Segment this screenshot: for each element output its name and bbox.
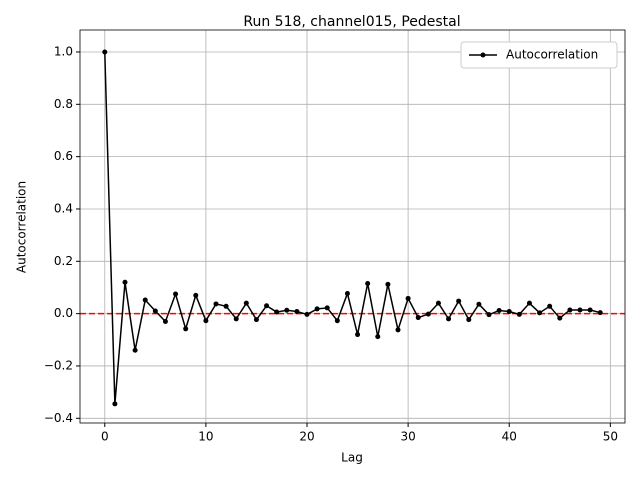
- y-tick-label: 0.4: [54, 201, 73, 215]
- data-point: [516, 311, 522, 317]
- data-point: [557, 315, 563, 321]
- data-point: [193, 292, 199, 298]
- data-point: [365, 281, 371, 287]
- data-point: [385, 281, 391, 287]
- data-point: [506, 309, 512, 315]
- legend-box: [460, 41, 618, 69]
- axes-frame: [79, 29, 626, 424]
- data-point: [142, 297, 148, 303]
- data-point: [274, 309, 280, 315]
- data-point: [375, 334, 381, 340]
- data-point: [415, 315, 421, 321]
- data-point: [223, 303, 229, 309]
- data-point: [466, 317, 472, 323]
- y-tick-label: −0.4: [44, 411, 73, 425]
- data-point: [435, 300, 441, 306]
- x-tick-label: 50: [603, 430, 618, 444]
- data-point: [213, 301, 219, 307]
- data-point: [112, 401, 118, 407]
- x-tick-label: 30: [400, 430, 415, 444]
- data-point: [294, 309, 300, 315]
- data-point: [405, 295, 411, 301]
- x-tick-label: 10: [198, 430, 213, 444]
- data-point: [597, 310, 603, 316]
- data-point: [577, 307, 583, 313]
- data-point: [132, 347, 138, 353]
- data-point: [183, 326, 189, 332]
- data-point: [122, 279, 128, 285]
- y-axis-label: Autocorrelation: [15, 181, 29, 273]
- data-point: [264, 303, 270, 309]
- data-point: [314, 306, 320, 312]
- y-tick-label: 0.6: [54, 149, 73, 163]
- data-point: [203, 318, 209, 324]
- data-point: [567, 307, 573, 313]
- data-point: [233, 316, 239, 322]
- y-tick-label: 0.2: [54, 254, 73, 268]
- data-point: [344, 290, 350, 296]
- y-tick-label: 0.8: [54, 97, 73, 111]
- y-tick-label: 0.0: [54, 306, 73, 320]
- data-point: [334, 318, 340, 324]
- x-tick-label: 40: [502, 430, 517, 444]
- data-point: [162, 318, 168, 324]
- data-point: [456, 298, 462, 304]
- data-point: [476, 301, 482, 307]
- data-point: [324, 305, 330, 311]
- data-point: [547, 303, 553, 309]
- y-tick-label: 1.0: [54, 44, 73, 58]
- data-point: [486, 312, 492, 318]
- y-tick-label: −0.2: [44, 358, 73, 372]
- x-tick-label: 0: [101, 430, 109, 444]
- data-point: [253, 317, 259, 323]
- x-tick-label: 20: [299, 430, 314, 444]
- data-line: [104, 51, 601, 404]
- data-point: [395, 327, 401, 333]
- data-point: [243, 300, 249, 306]
- data-point: [173, 291, 179, 297]
- chart-title: Run 518, channel015, Pedestal: [243, 14, 460, 30]
- legend-label: Autocorrelation: [506, 48, 598, 62]
- data-point: [425, 311, 431, 317]
- data-point: [446, 316, 452, 322]
- data-point: [102, 49, 108, 55]
- data-point: [587, 307, 593, 313]
- data-point: [304, 311, 310, 317]
- data-point: [284, 307, 290, 313]
- legend-marker: [480, 52, 486, 58]
- data-point: [355, 332, 361, 338]
- x-axis-label: Lag: [341, 451, 363, 465]
- data-point: [537, 310, 543, 316]
- data-point: [496, 307, 502, 313]
- data-point: [152, 308, 158, 314]
- data-point: [526, 300, 532, 306]
